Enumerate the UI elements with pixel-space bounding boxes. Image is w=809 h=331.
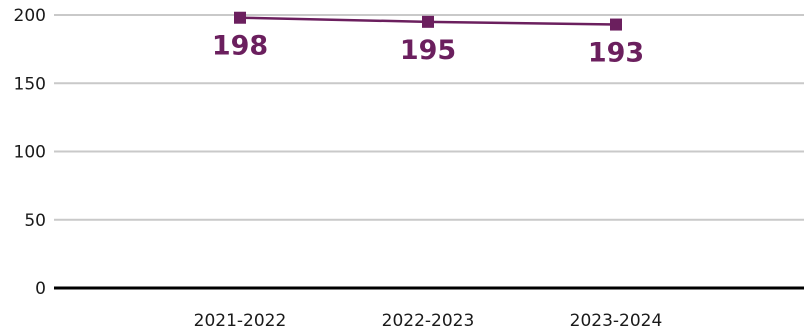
x-tick-label-2021-2022: 2021-2022 (194, 311, 287, 331)
data-point-2022-2023 (422, 15, 434, 28)
data-label-2021-2022: 198 (212, 31, 268, 62)
gridlines (54, 14, 804, 290)
y-tick-label-150: 150 (14, 74, 46, 94)
series-line-group (234, 11, 622, 31)
y-tick-label-200: 200 (14, 6, 46, 26)
y-tick-label-0: 0 (35, 279, 46, 299)
data-point-2023-2024 (610, 18, 622, 31)
y-tick-label-50: 50 (24, 211, 46, 231)
y-axis-tick-labels: 0 50 100 150 200 (14, 6, 46, 299)
x-axis-tick-labels: 2021-2022 2022-2023 2023-2024 (194, 311, 663, 331)
data-labels: 198 195 193 (212, 31, 644, 69)
y-tick-label-100: 100 (14, 143, 46, 163)
x-tick-label-2022-2023: 2022-2023 (382, 311, 475, 331)
data-label-2022-2023: 195 (400, 35, 456, 66)
x-tick-label-2023-2024: 2023-2024 (570, 311, 663, 331)
data-point-2021-2022 (234, 11, 246, 24)
data-label-2023-2024: 193 (588, 38, 644, 69)
